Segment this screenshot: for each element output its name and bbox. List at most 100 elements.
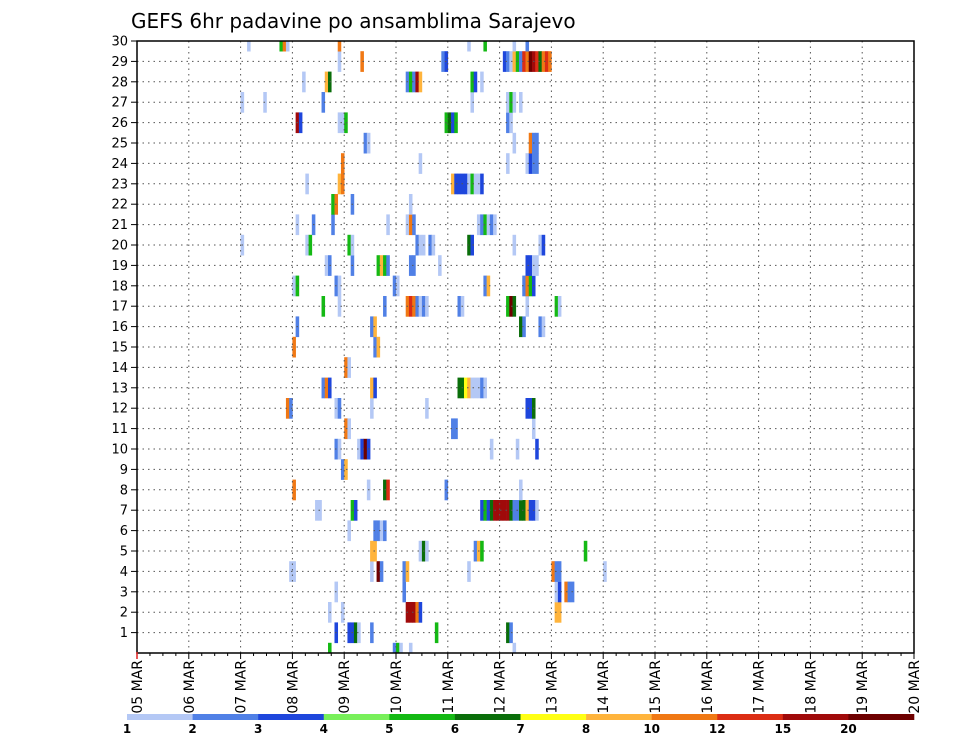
precip-cell — [321, 92, 326, 113]
precip-cell — [551, 561, 555, 582]
precip-cell — [519, 316, 523, 338]
colorbar-label: 15 — [774, 722, 791, 736]
precip-cell — [376, 255, 381, 276]
precip-cell — [535, 255, 539, 276]
precip-cell — [522, 316, 526, 338]
precip-cell — [340, 173, 345, 195]
precip-cell — [376, 336, 381, 358]
precip-cell — [535, 153, 539, 174]
x-tick-label: 09 MAR — [337, 660, 353, 714]
x-tick-label: 14 MAR — [596, 660, 612, 714]
precip-cell — [463, 377, 468, 399]
y-tick-label: 13 — [111, 381, 128, 396]
precip-cell — [340, 459, 345, 480]
precip-cell — [412, 602, 416, 623]
precip-cell — [324, 377, 329, 399]
y-tick-label: 2 — [120, 606, 128, 621]
precip-cell — [489, 438, 494, 460]
precip-cell — [512, 132, 517, 154]
precip-cell — [415, 234, 419, 256]
y-tick-label: 11 — [111, 422, 128, 437]
precip-cell — [370, 398, 374, 419]
precip-cell — [370, 540, 374, 562]
colorbar-swatch — [323, 714, 390, 720]
precip-cell — [557, 296, 562, 317]
precip-cell — [282, 41, 287, 52]
precip-cell — [357, 438, 361, 460]
precip-cell — [392, 642, 397, 654]
precip-cell — [470, 377, 474, 399]
precip-cell — [292, 561, 296, 582]
precip-cell — [305, 173, 309, 195]
precip-cell — [357, 622, 361, 644]
precip-cell — [418, 234, 423, 256]
precip-cell — [522, 51, 526, 72]
precip-cell — [425, 540, 429, 562]
precip-cell — [528, 275, 533, 297]
precip-cell — [544, 51, 549, 72]
precip-cell — [370, 622, 374, 644]
precip-cell — [344, 112, 348, 134]
colorbar-swatch — [454, 714, 521, 720]
precip-cell — [402, 581, 407, 603]
x-tick-label: 07 MAR — [234, 660, 250, 714]
x-tick-label: 19 MAR — [855, 660, 871, 714]
x-tick-label: 12 MAR — [493, 660, 509, 714]
precip-cell — [489, 500, 494, 521]
x-tick-label: 13 MAR — [544, 660, 560, 714]
precip-cell — [331, 194, 335, 215]
precip-cell — [408, 602, 413, 623]
precip-cell — [373, 316, 377, 338]
precip-cell — [528, 51, 533, 72]
precip-cell — [467, 234, 471, 256]
precip-cell — [480, 500, 484, 521]
colorbar-label: 8 — [582, 722, 590, 736]
y-tick-label: 19 — [111, 259, 128, 274]
precip-cell — [360, 51, 364, 72]
x-tick-label: 08 MAR — [285, 660, 301, 714]
precip-cell — [418, 153, 423, 174]
precip-cell — [483, 214, 487, 236]
precip-cell — [431, 234, 436, 256]
precip-cell — [408, 642, 413, 654]
precip-cell — [528, 153, 533, 174]
x-tick-label: 10 MAR — [389, 660, 405, 714]
y-tick-label: 9 — [120, 463, 128, 478]
precip-cell — [337, 112, 342, 134]
colorbar-label: 4 — [320, 722, 328, 736]
precip-cell — [522, 275, 526, 297]
precip-cell — [285, 41, 290, 52]
x-tick-label: 18 MAR — [803, 660, 819, 714]
y-tick-label: 5 — [120, 545, 128, 560]
precip-cell — [415, 296, 419, 317]
colorbar-swatch — [651, 714, 718, 720]
y-tick-label: 30 — [111, 35, 128, 50]
precip-cell — [415, 602, 419, 623]
precip-cell — [302, 71, 306, 93]
precip-cell — [418, 602, 423, 623]
precip-cell — [535, 438, 539, 460]
colorbar-swatch — [717, 714, 784, 720]
precip-cell — [457, 173, 462, 195]
precip-cell — [467, 561, 471, 582]
precip-cell — [305, 234, 309, 256]
precip-cell — [486, 275, 491, 297]
precip-cell — [353, 622, 358, 644]
precip-cell — [519, 51, 523, 72]
precip-cell — [483, 377, 487, 399]
y-tick-label: 25 — [111, 137, 128, 152]
precip-cell — [376, 520, 381, 542]
precip-cell — [337, 41, 342, 52]
precip-cell — [373, 377, 377, 399]
y-tick-label: 26 — [111, 116, 128, 131]
precip-cell — [480, 377, 484, 399]
precip-cell — [506, 112, 510, 134]
precip-cell — [470, 173, 474, 195]
colorbar-label: 1 — [123, 722, 131, 736]
precip-cell — [392, 275, 397, 297]
y-tick-label: 4 — [120, 565, 128, 580]
precip-cell — [519, 92, 523, 113]
precip-cell — [315, 500, 319, 521]
precip-cell — [538, 234, 542, 256]
precip-cell — [370, 561, 374, 582]
